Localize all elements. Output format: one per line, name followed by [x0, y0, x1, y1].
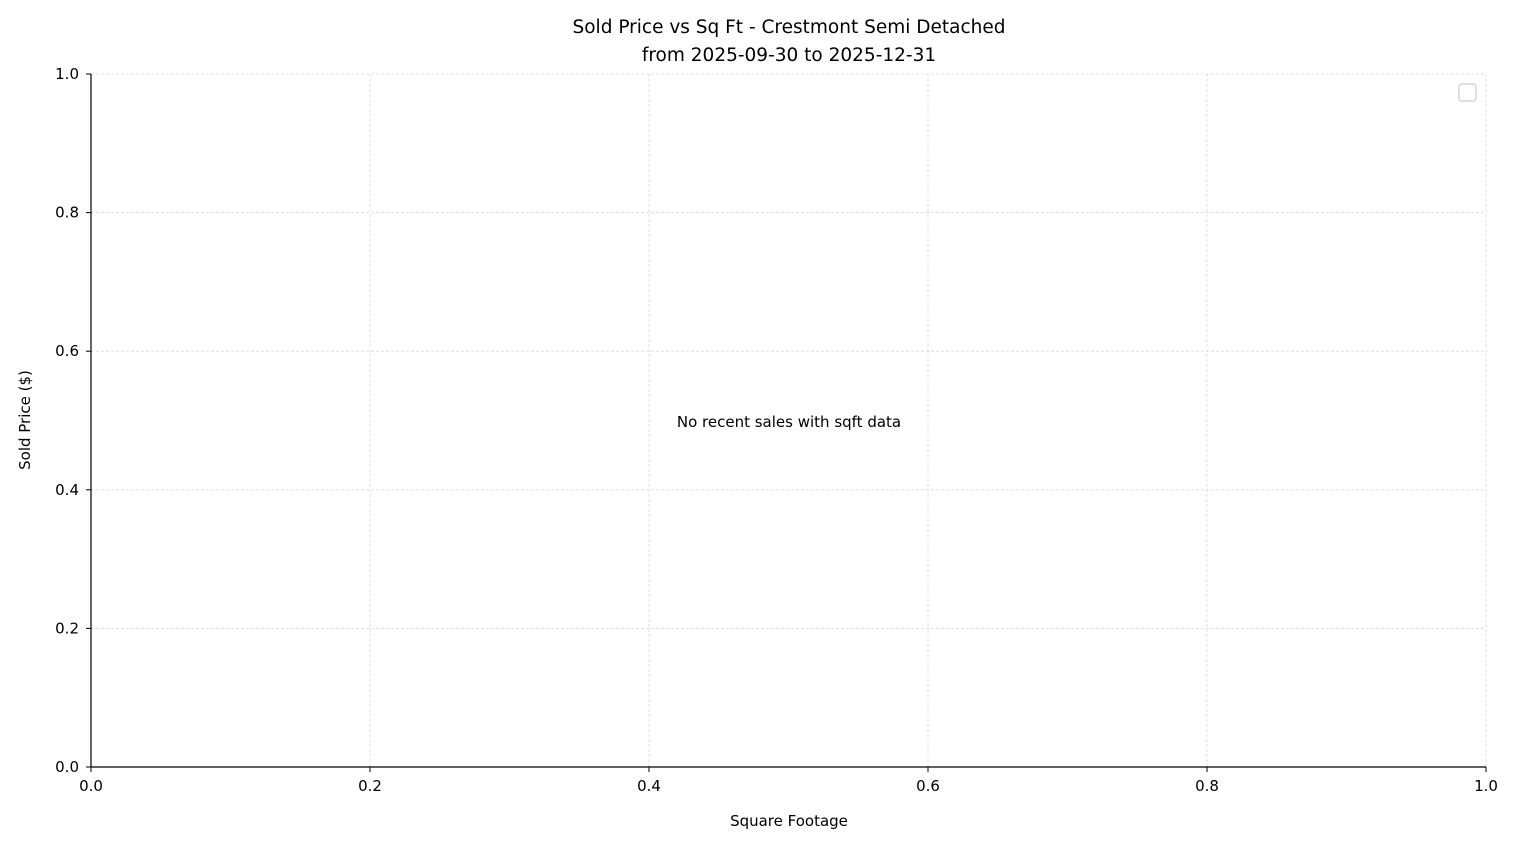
y-tick-label: 0.6: [55, 342, 79, 360]
y-tick-label: 0.4: [55, 481, 79, 499]
y-tick-label: 0.8: [55, 204, 79, 222]
no-data-annotation: No recent sales with sqft data: [677, 413, 901, 431]
x-tick-label: 0.6: [916, 777, 940, 795]
x-axis-label: Square Footage: [730, 812, 848, 830]
ticks: 0.0 0.2 0.4 0.6 0.8 1.0 0.0 0.2 0.4 0.6 0.8 1.0: [55, 65, 1498, 795]
chart-subtitle: from 2025-09-30 to 2025-12-31: [642, 45, 936, 66]
x-tick-label: 0.4: [637, 777, 661, 795]
x-tick-label: 1.0: [1474, 777, 1498, 795]
y-tick-label: 0.0: [55, 758, 79, 776]
x-tick-label: 0.2: [358, 777, 382, 795]
chart-title: Sold Price vs Sq Ft - Crestmont Semi Det…: [573, 17, 1006, 38]
y-tick-label: 1.0: [55, 65, 79, 83]
x-tick-label: 0.8: [1195, 777, 1219, 795]
y-axis-label: Sold Price ($): [16, 370, 34, 470]
x-tick-label: 0.0: [79, 777, 103, 795]
legend-box: [1458, 83, 1477, 102]
y-tick-label: 0.2: [55, 619, 79, 637]
